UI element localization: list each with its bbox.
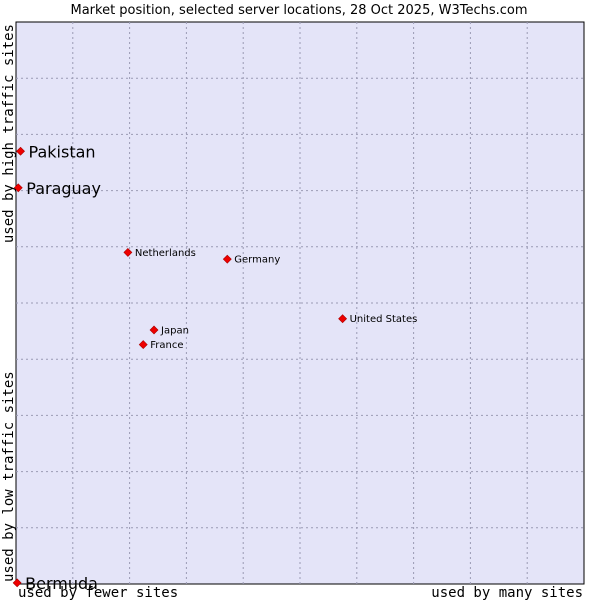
point-marker-united-states [338,314,348,324]
point-label-bermuda: Bermuda [25,574,98,593]
point-label-paraguay: Paraguay [26,179,101,198]
grid-lines [16,22,584,584]
y-axis-label-bottom: used by low traffic sites [1,371,17,582]
point-marker-bermuda [12,578,22,588]
x-axis-label-left: used by fewer sites [18,585,178,600]
point-label-united-states: United States [350,314,418,325]
point-label-japan: Japan [160,325,189,336]
point-marker-germany [222,254,232,264]
point-marker-paraguay [13,183,23,193]
chart-title: Market position, selected server locatio… [70,3,527,18]
point-marker-japan [149,325,159,335]
data-points: Pakistan Paraguay Netherlands Germany United… [12,142,418,593]
point-marker-netherlands [123,247,133,257]
point-label-france: France [150,340,183,351]
point-label-pakistan: Pakistan [29,142,96,161]
y-axis-label-top: used by high traffic sites [1,24,17,243]
point-marker-pakistan [16,146,25,156]
point-label-netherlands: Netherlands [135,248,196,259]
x-axis-label-right: used by many sites [431,585,583,600]
point-label-germany: Germany [234,255,280,266]
point-marker-france [138,340,148,350]
